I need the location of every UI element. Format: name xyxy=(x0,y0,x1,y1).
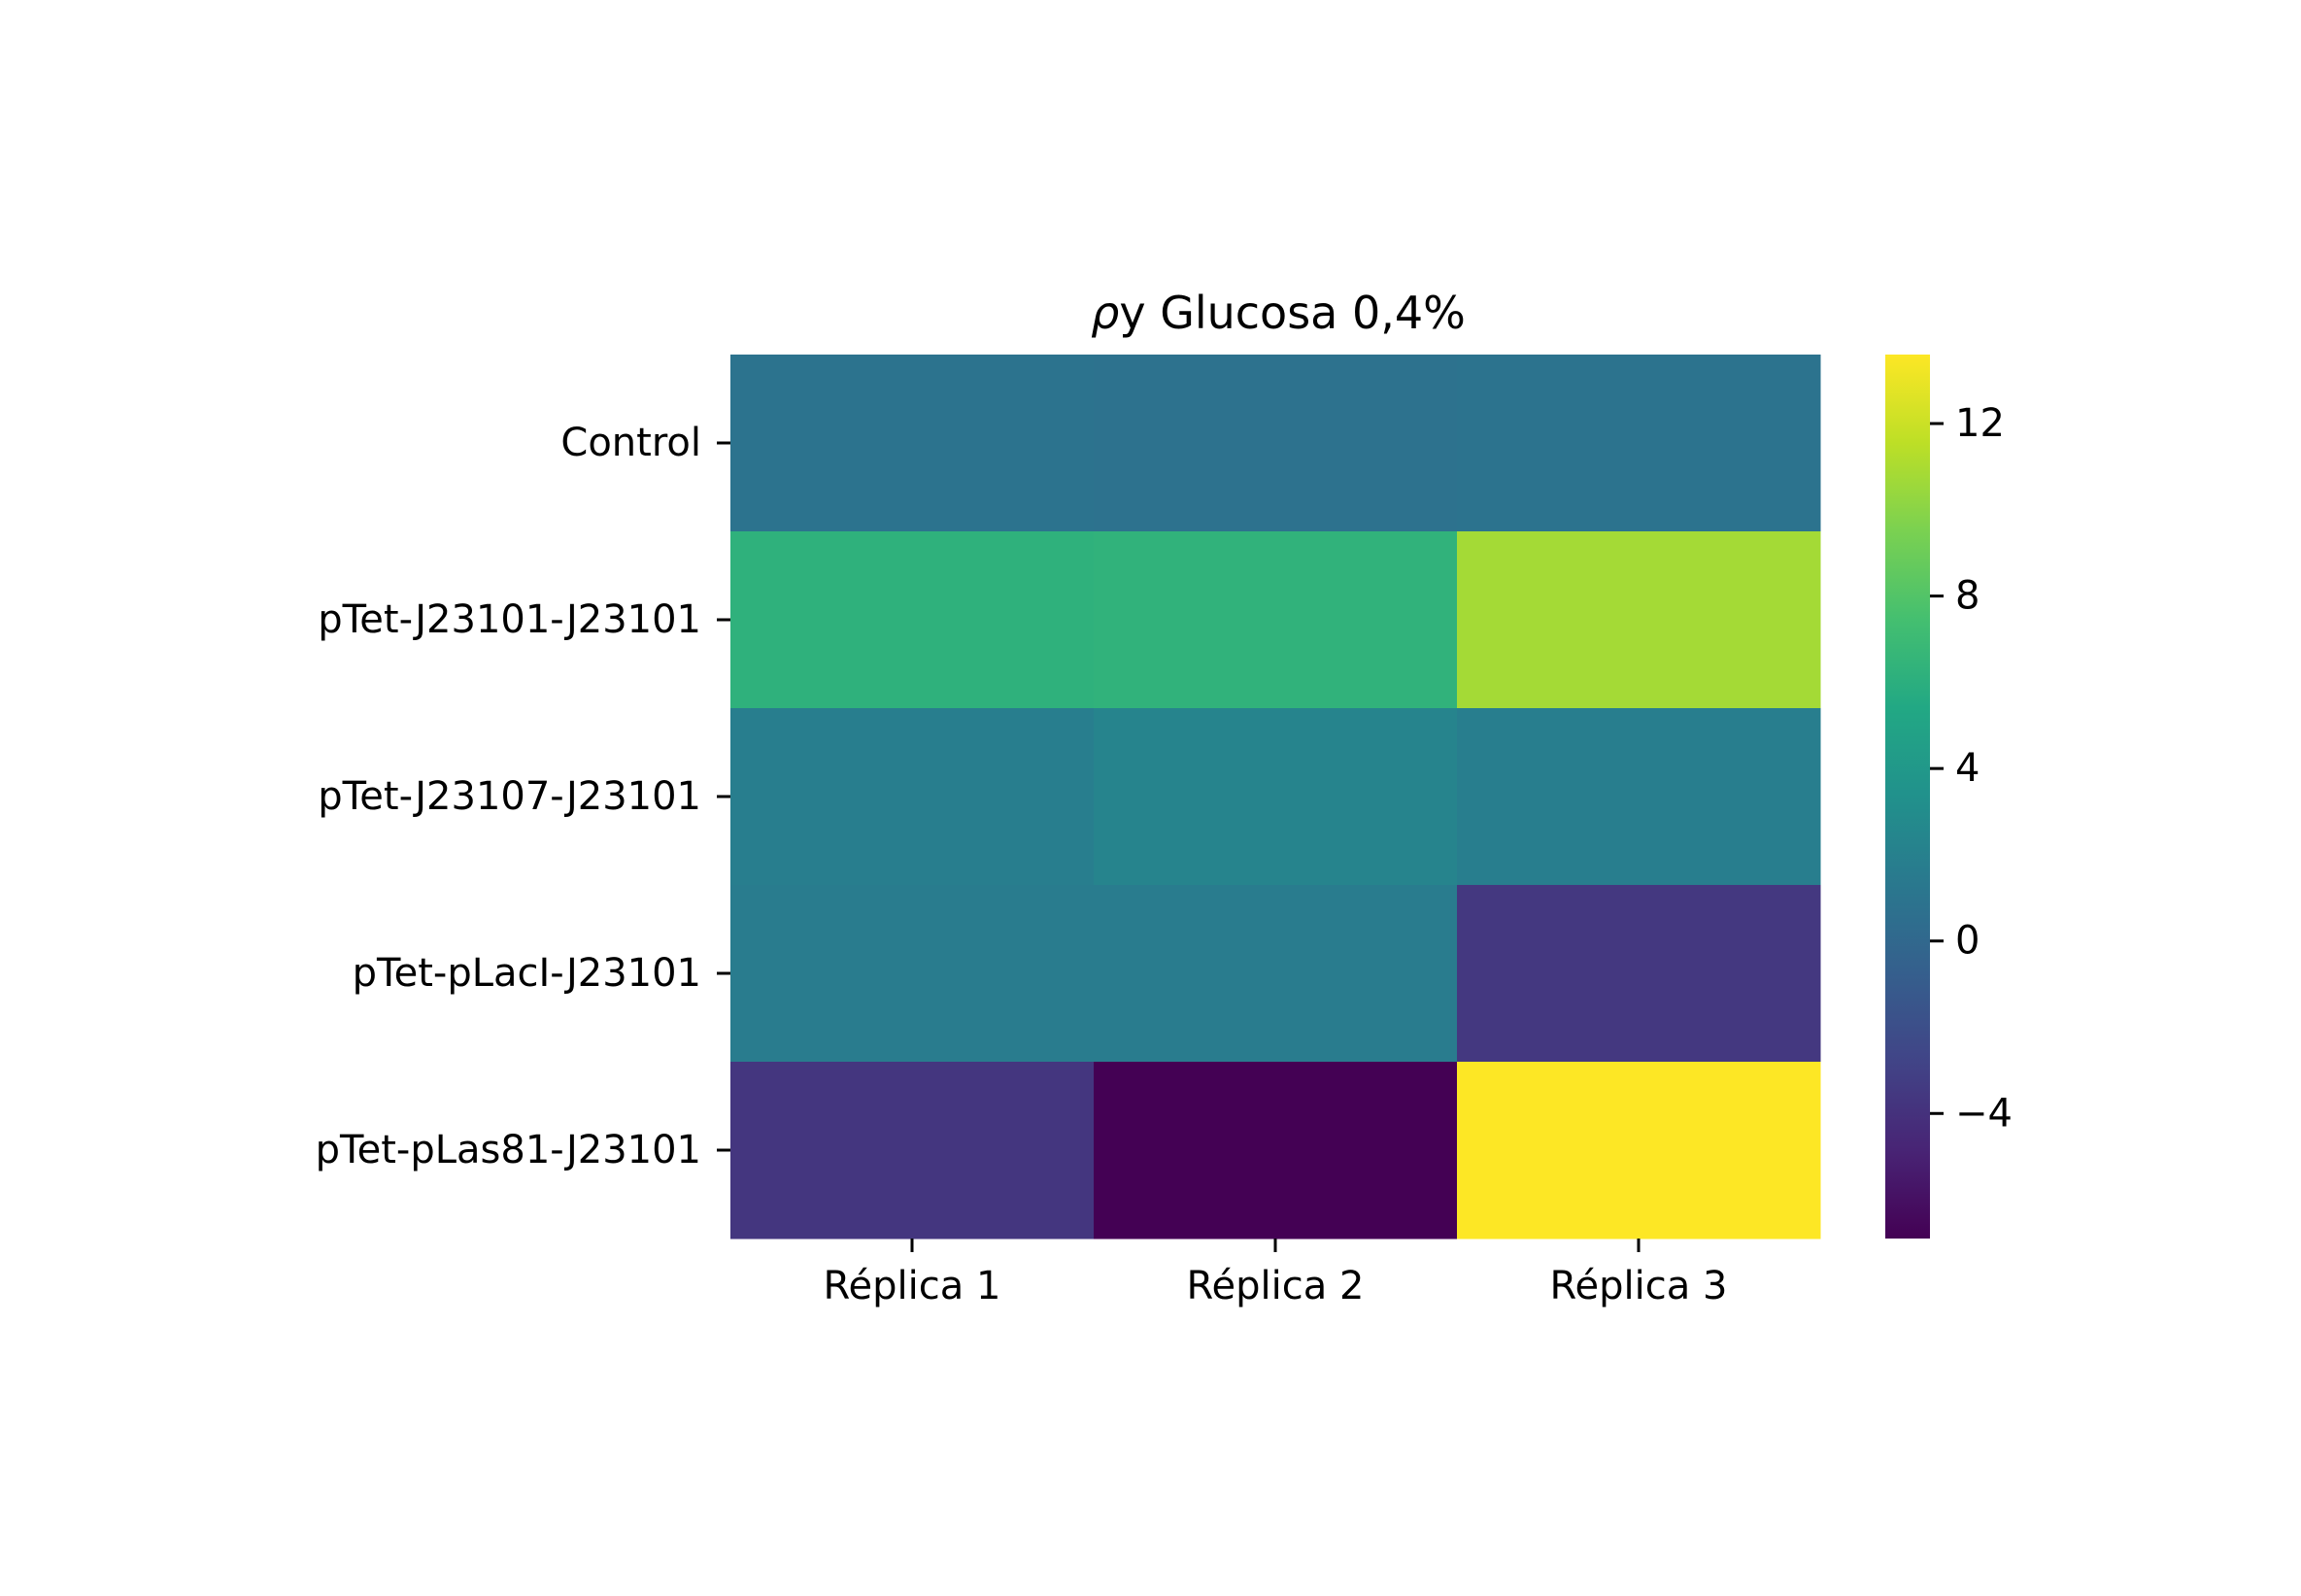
y-tick-label: pTet-pLacI-J23101 xyxy=(353,951,701,996)
column-labels: Réplica 1 Réplica 2 Réplica 3 xyxy=(824,1239,1728,1308)
title-symbol: ρ xyxy=(1091,287,1119,339)
heatmap-cell xyxy=(730,531,1095,709)
heatmap-cell xyxy=(730,885,1095,1063)
colorbar xyxy=(1885,355,1930,1239)
colorbar-tick-label: 0 xyxy=(1955,919,1980,964)
colorbar-tick-label: 12 xyxy=(1955,401,2005,446)
row-labels: Control pTet-J23101-J23101 pTet-J23107-J23… xyxy=(316,421,730,1172)
heatmap-cell xyxy=(1094,708,1458,886)
heatmap-cell xyxy=(1457,355,1821,532)
x-tick-label: Réplica 1 xyxy=(824,1264,1001,1308)
heatmap-cell xyxy=(1457,1062,1821,1239)
chart-title: ρy Glucosa 0,4% xyxy=(1091,287,1466,339)
heatmap-cell xyxy=(1094,355,1458,532)
heatmap-cell xyxy=(1457,531,1821,709)
y-tick-label: pTet-J23107-J23101 xyxy=(318,774,701,819)
colorbar-tick-label: 4 xyxy=(1955,746,1980,791)
heatmap-cell xyxy=(1094,531,1458,709)
heatmap-cell xyxy=(1094,1062,1458,1239)
heatmap-cell xyxy=(1094,885,1458,1063)
title-text: y Glucosa 0,4% xyxy=(1119,287,1466,339)
colorbar-ticks: −4 0 4 8 12 xyxy=(1930,401,2013,1136)
heatmap-cell xyxy=(730,708,1095,886)
y-tick-label: Control xyxy=(560,421,701,465)
colorbar-tick-label: −4 xyxy=(1955,1091,2013,1136)
x-tick-label: Réplica 2 xyxy=(1187,1264,1365,1308)
heatmap-cell xyxy=(730,355,1095,532)
heatmap-cell xyxy=(730,1062,1095,1239)
x-tick-label: Réplica 3 xyxy=(1550,1264,1728,1308)
y-tick-label: pTet-J23101-J23101 xyxy=(318,597,701,642)
heatmap-cells xyxy=(730,355,1821,1239)
y-tick-label: pTet-pLas81-J23101 xyxy=(316,1128,701,1172)
heatmap-cell xyxy=(1457,885,1821,1063)
heatmap-cell xyxy=(1457,708,1821,886)
colorbar-tick-label: 8 xyxy=(1955,574,1980,619)
